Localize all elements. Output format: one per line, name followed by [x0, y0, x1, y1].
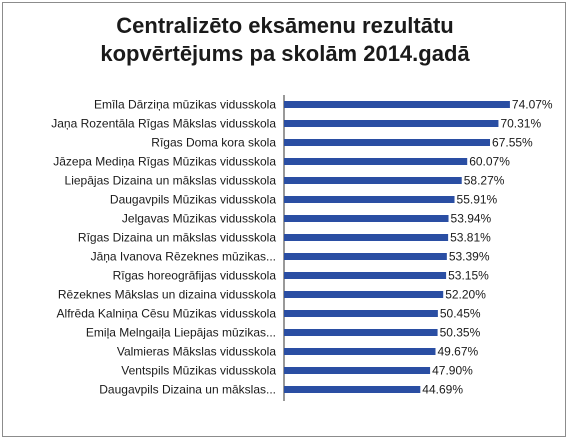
category-label: Rīgas Doma kora skola	[151, 136, 276, 150]
value-label: 74.07%	[512, 98, 553, 112]
value-label: 60.07%	[469, 155, 510, 169]
category-label: Rēzeknes Mākslas un dizaina vidusskola	[58, 288, 276, 302]
chart-title: Centralizēto eksāmenu rezultātu kopvērtē…	[100, 13, 470, 66]
value-label: 53.15%	[448, 269, 489, 283]
category-label: Rīgas Dizaina un mākslas vidusskola	[78, 231, 276, 245]
category-label: Liepājas Dizaina un mākslas vidusskola	[65, 174, 277, 188]
category-label: Jāzepa Mediņa Rīgas Mūzikas vidusskola	[53, 155, 276, 169]
bar	[284, 291, 444, 298]
category-label: Emiļa Melngaiļa Liepājas mūzikas...	[86, 326, 276, 340]
value-label: 58.27%	[464, 174, 505, 188]
bar	[284, 386, 421, 393]
bar	[284, 158, 468, 165]
value-label: 44.69%	[422, 383, 463, 397]
bar	[284, 139, 491, 146]
value-label: 55.91%	[457, 193, 498, 207]
bar	[284, 253, 447, 260]
bar	[284, 348, 436, 355]
category-label: Jaņa Rozentāla Rīgas Mākslas vidusskola	[51, 117, 276, 131]
value-label: 53.81%	[450, 231, 491, 245]
category-label: Rīgas horeogrāfijas vidusskola	[113, 269, 277, 283]
category-label: Daugavpils Dizaina un mākslas...	[99, 383, 276, 397]
bar	[284, 234, 449, 241]
category-label: Alfrēda Kalniņa Cēsu Mūzikas vidusskola	[57, 307, 277, 321]
category-label: Jāņa Ivanova Rēzeknes mūzikas...	[91, 250, 276, 264]
bar	[284, 177, 462, 184]
category-label: Jelgavas Mūzikas vidusskola	[122, 212, 276, 226]
bar	[284, 101, 510, 108]
bars-group: Emīla Dārziņa mūzikas vidusskola 74.07% Ja…	[51, 98, 553, 397]
category-label: Daugavpils Mūzikas vidusskola	[110, 193, 276, 207]
bar	[284, 310, 438, 317]
bar	[284, 329, 438, 336]
value-label: 50.45%	[440, 307, 481, 321]
bar	[284, 272, 447, 279]
value-label: 67.55%	[492, 136, 533, 150]
value-label: 50.35%	[440, 326, 481, 340]
value-label: 53.39%	[449, 250, 490, 264]
category-label: Valmieras Mākslas vidusskola	[117, 345, 276, 359]
bar	[284, 120, 499, 127]
value-label: 70.31%	[500, 117, 541, 131]
bar	[284, 215, 449, 222]
category-label: Ventspils Mūzikas vidusskola	[121, 364, 276, 378]
value-label: 52.20%	[445, 288, 486, 302]
value-label: 47.90%	[432, 364, 473, 378]
bar	[284, 367, 431, 374]
value-label: 49.67%	[437, 345, 478, 359]
bar	[284, 196, 455, 203]
value-label: 53.94%	[451, 212, 492, 226]
category-label: Emīla Dārziņa mūzikas vidusskola	[94, 98, 276, 112]
